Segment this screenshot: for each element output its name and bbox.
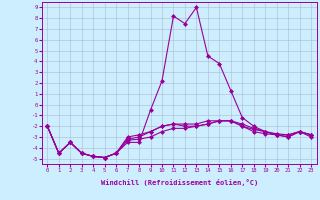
X-axis label: Windchill (Refroidissement éolien,°C): Windchill (Refroidissement éolien,°C): [100, 179, 258, 186]
